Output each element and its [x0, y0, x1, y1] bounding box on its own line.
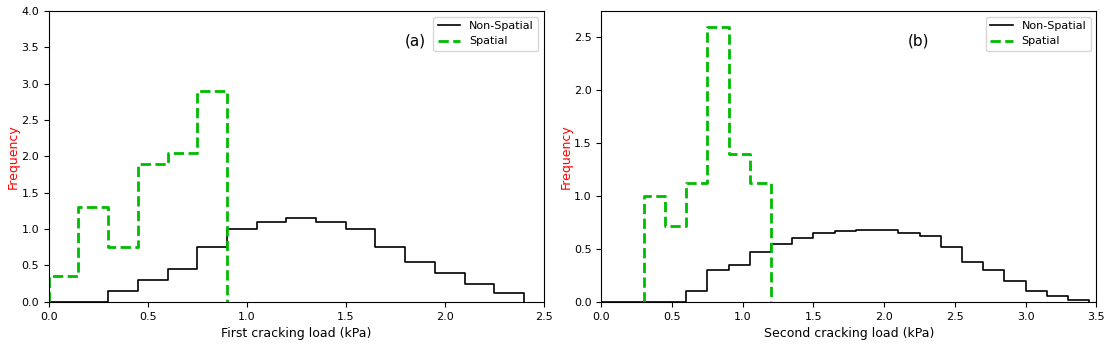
Text: (b): (b) [909, 34, 930, 49]
X-axis label: First cracking load (kPa): First cracking load (kPa) [221, 327, 371, 340]
Legend: Non-Spatial, Spatial: Non-Spatial, Spatial [434, 17, 538, 51]
Y-axis label: Frequency: Frequency [559, 124, 573, 189]
X-axis label: Second cracking load (kPa): Second cracking load (kPa) [764, 327, 934, 340]
Text: (a): (a) [405, 34, 426, 49]
Legend: Non-Spatial, Spatial: Non-Spatial, Spatial [986, 17, 1091, 51]
Y-axis label: Frequency: Frequency [7, 124, 20, 189]
